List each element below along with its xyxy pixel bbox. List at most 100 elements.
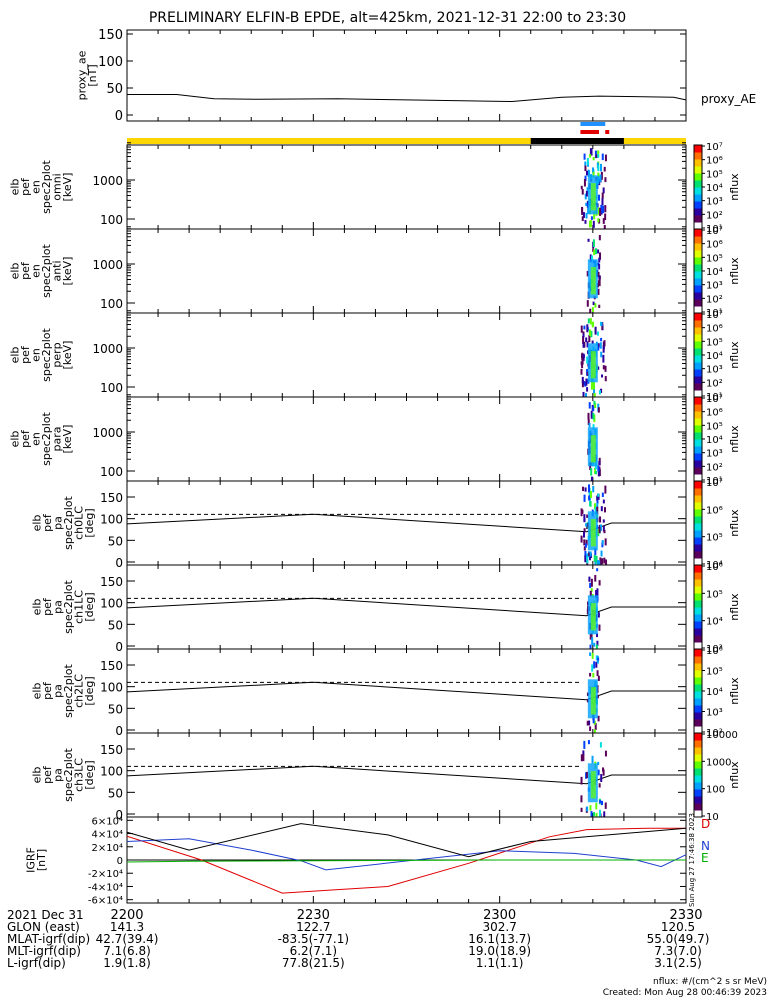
flux-pixel: [604, 376, 607, 382]
flux-pixel: [586, 371, 589, 376]
flux-pixel: [584, 193, 587, 200]
flux-pixel: [593, 720, 596, 725]
flux-pixel: [597, 612, 600, 618]
flux-pixel: [593, 393, 596, 400]
colorbar-segment: [694, 264, 702, 272]
flux-pixel: [591, 322, 594, 328]
flux-pixel: [582, 333, 585, 338]
y-tick-label: 100: [100, 297, 123, 311]
igrf-legend-entry: N: [701, 839, 710, 853]
science-zone-bar: [580, 130, 600, 134]
y-tick-label: 0: [117, 856, 123, 867]
colorbar-segment: [694, 775, 702, 783]
flux-pixel: [600, 351, 603, 358]
y-axis-label: pef: [19, 261, 32, 280]
flux-pixel: [586, 514, 589, 518]
colorbar-tick-label: 10¹: [706, 308, 723, 319]
y-axis-label: elb: [31, 767, 44, 784]
colorbar-segment: [694, 614, 702, 622]
flux-core-peak: [590, 771, 596, 799]
flux-pixel: [596, 502, 599, 508]
flux-pixel: [580, 368, 583, 375]
flux-pixel: [597, 249, 600, 254]
colorbar-tick-label: 10³: [706, 197, 723, 208]
y-tick-label: -2×10⁴: [88, 869, 123, 880]
y-axis-label: perp: [51, 342, 64, 367]
flux-pixel: [596, 670, 599, 677]
colorbar-segment: [694, 747, 702, 755]
y-tick-label: 6×10⁴: [92, 816, 123, 827]
y-axis-label: pef: [19, 345, 32, 364]
flux-pixel: [600, 800, 603, 806]
flux-pixel: [590, 588, 593, 592]
flux-pixel: [602, 187, 605, 194]
flux-pixel: [598, 390, 601, 395]
page-title: PRELIMINARY ELFIN-B EPDE, alt=425km, 202…: [148, 10, 627, 26]
footer-row-value: 16.1(13.7): [468, 932, 532, 946]
colorbar-segment: [694, 334, 702, 342]
colorbar-segment: [694, 397, 702, 405]
colorbar-segment: [694, 243, 702, 251]
colorbar-segment: [694, 355, 702, 363]
flux-pixel: [585, 212, 588, 219]
colorbar-tick-label: 1000: [706, 757, 731, 768]
y-axis-label: ch3LC: [73, 758, 86, 792]
flux-pixel: [585, 379, 588, 386]
colorbar-segment: [694, 432, 702, 440]
flux-pixel: [587, 418, 590, 426]
y-tick-label: -4×10⁴: [88, 882, 123, 893]
flux-pixel: [585, 523, 588, 527]
footer-row-value: 42.7(39.4): [95, 932, 159, 946]
y-axis-label: spec2plot: [40, 328, 53, 382]
footer-row-value: 122.7: [296, 920, 331, 934]
colorbar-segment: [694, 544, 702, 552]
igrf-series-line: [126, 859, 686, 863]
flux-pixel: [599, 516, 602, 523]
colorbar-label: nflux: [728, 257, 741, 285]
colorbar-segment: [694, 663, 702, 671]
flux-core-peak: [590, 435, 596, 463]
colorbar-segment: [694, 754, 702, 762]
flux-pixel: [588, 423, 591, 428]
colorbar-segment: [694, 320, 702, 328]
colorbar-tick-label: 10⁶: [706, 562, 723, 573]
y-axis-label: anti: [51, 260, 64, 281]
flux-pixel: [591, 664, 594, 672]
flux-pixel: [597, 493, 600, 497]
flux-pixel: [593, 385, 596, 394]
orbit-bar-panel: [127, 122, 686, 144]
flux-pixel: [596, 633, 599, 638]
y-axis-label: spec2plot: [62, 748, 75, 802]
colorbar-segment: [694, 369, 702, 377]
y-tick-label: 0: [115, 724, 123, 738]
flux-pixel: [584, 381, 587, 387]
flux-pixel: [583, 153, 586, 160]
colorbar-tick-label: 10⁵: [706, 421, 723, 432]
colorbar-segment: [694, 789, 702, 797]
y-axis-label: en: [30, 348, 43, 362]
flux-pixel: [604, 538, 607, 546]
flux-pixel: [582, 331, 585, 335]
colorbar-segment: [694, 768, 702, 776]
flux-pixel: [598, 560, 601, 568]
flux-pixel: [588, 484, 591, 493]
flux-pixel: [591, 755, 594, 764]
colorbar-tick-label: 10³: [706, 449, 723, 460]
flux-pixel: [590, 330, 593, 338]
flux-pixel: [580, 795, 583, 803]
flux-pixel: [597, 343, 600, 348]
y-tick-label: 100: [100, 213, 123, 227]
y-tick-label: 100: [100, 597, 123, 611]
flux-pixel: [580, 354, 583, 358]
flux-pixel: [582, 754, 585, 762]
flux-pixel: [594, 471, 597, 475]
y-axis-label: omni: [51, 173, 64, 200]
flux-pixel: [591, 307, 594, 313]
flux-pixel: [597, 715, 600, 722]
flux-pixel: [597, 271, 600, 277]
y-tick-label: 1000: [92, 258, 123, 272]
flux-pixel: [588, 495, 591, 501]
flux-pixel: [585, 202, 588, 207]
flux-pixel: [593, 503, 596, 510]
